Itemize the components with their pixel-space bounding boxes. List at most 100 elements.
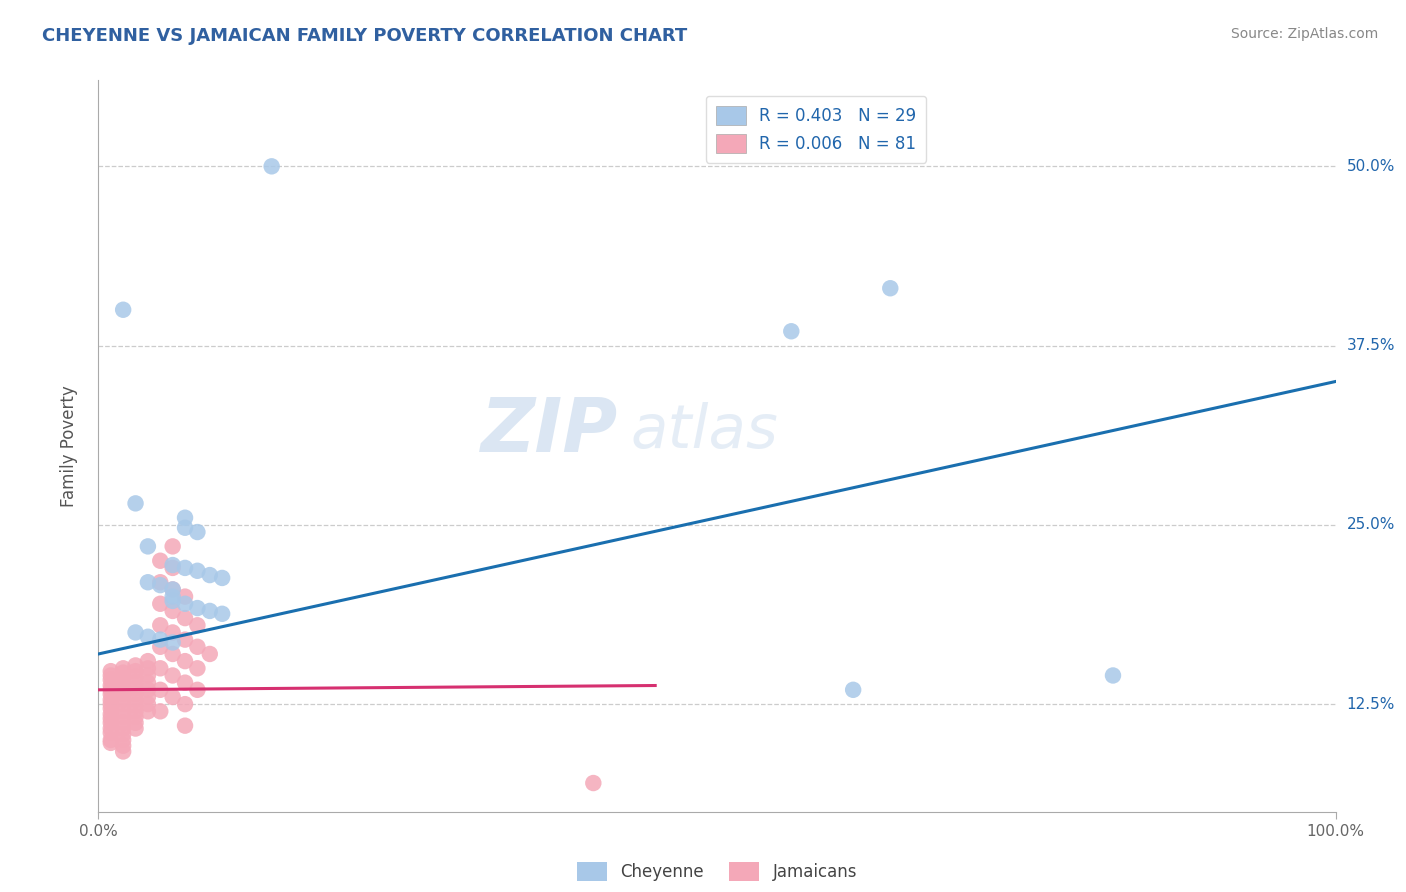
Point	[112, 733, 135, 747]
Point	[162, 582, 184, 597]
Point	[136, 690, 159, 704]
Point	[100, 697, 122, 711]
Point	[124, 625, 146, 640]
Point	[136, 704, 159, 718]
Point	[124, 704, 146, 718]
Text: ZIP: ZIP	[481, 395, 619, 468]
Point	[149, 597, 172, 611]
Point	[100, 682, 122, 697]
Text: 12.5%: 12.5%	[1347, 697, 1395, 712]
Point	[124, 722, 146, 736]
Point	[124, 698, 146, 713]
Point	[100, 679, 122, 693]
Point	[186, 640, 208, 654]
Point	[136, 675, 159, 690]
Point	[162, 625, 184, 640]
Point	[100, 711, 122, 725]
Point	[112, 687, 135, 701]
Point	[124, 715, 146, 730]
Point	[260, 159, 283, 173]
Point	[100, 668, 122, 682]
Point	[186, 618, 208, 632]
Point	[174, 510, 197, 524]
Point	[162, 594, 184, 608]
Point	[136, 540, 159, 554]
Point	[124, 658, 146, 673]
Point	[100, 693, 122, 707]
Point	[124, 496, 146, 510]
Point	[149, 640, 172, 654]
Text: 50.0%: 50.0%	[1347, 159, 1395, 174]
Point	[186, 601, 208, 615]
Point	[174, 675, 197, 690]
Point	[149, 618, 172, 632]
Point	[162, 604, 184, 618]
Point	[112, 722, 135, 736]
Text: Source: ZipAtlas.com: Source: ZipAtlas.com	[1230, 27, 1378, 41]
Y-axis label: Family Poverty: Family Poverty	[59, 385, 77, 507]
Point	[124, 710, 146, 724]
Point	[112, 665, 135, 680]
Point	[149, 704, 172, 718]
Point	[124, 693, 146, 707]
Point	[174, 654, 197, 668]
Point	[112, 697, 135, 711]
Point	[582, 776, 605, 790]
Point	[198, 568, 221, 582]
Point	[124, 664, 146, 678]
Point	[100, 736, 122, 750]
Point	[149, 661, 172, 675]
Point	[112, 302, 135, 317]
Point	[1102, 668, 1125, 682]
Point	[136, 654, 159, 668]
Point	[174, 719, 197, 733]
Point	[136, 682, 159, 697]
Point	[112, 744, 135, 758]
Point	[162, 540, 184, 554]
Point	[174, 597, 197, 611]
Point	[174, 611, 197, 625]
Legend: Cheyenne, Jamaicans: Cheyenne, Jamaicans	[571, 855, 863, 888]
Point	[112, 671, 135, 685]
Point	[162, 668, 184, 682]
Point	[879, 281, 901, 295]
Point	[136, 668, 159, 682]
Point	[842, 682, 865, 697]
Point	[112, 693, 135, 707]
Point	[162, 647, 184, 661]
Point	[136, 575, 159, 590]
Point	[100, 715, 122, 730]
Point	[100, 707, 122, 722]
Point	[162, 582, 184, 597]
Point	[124, 675, 146, 690]
Point	[112, 675, 135, 690]
Point	[112, 727, 135, 741]
Point	[162, 561, 184, 575]
Point	[186, 564, 208, 578]
Point	[162, 590, 184, 604]
Point	[174, 521, 197, 535]
Point	[149, 682, 172, 697]
Point	[100, 726, 122, 740]
Point	[186, 524, 208, 539]
Point	[100, 733, 122, 747]
Point	[149, 632, 172, 647]
Text: CHEYENNE VS JAMAICAN FAMILY POVERTY CORRELATION CHART: CHEYENNE VS JAMAICAN FAMILY POVERTY CORR…	[42, 27, 688, 45]
Point	[112, 704, 135, 718]
Point	[112, 739, 135, 753]
Point	[136, 661, 159, 675]
Point	[149, 575, 172, 590]
Point	[100, 722, 122, 736]
Point	[211, 607, 233, 621]
Point	[174, 561, 197, 575]
Text: atlas: atlas	[630, 402, 779, 461]
Point	[100, 673, 122, 687]
Point	[186, 682, 208, 697]
Point	[112, 681, 135, 696]
Point	[112, 710, 135, 724]
Point	[162, 635, 184, 649]
Point	[174, 632, 197, 647]
Point	[100, 687, 122, 701]
Point	[124, 670, 146, 684]
Point	[136, 697, 159, 711]
